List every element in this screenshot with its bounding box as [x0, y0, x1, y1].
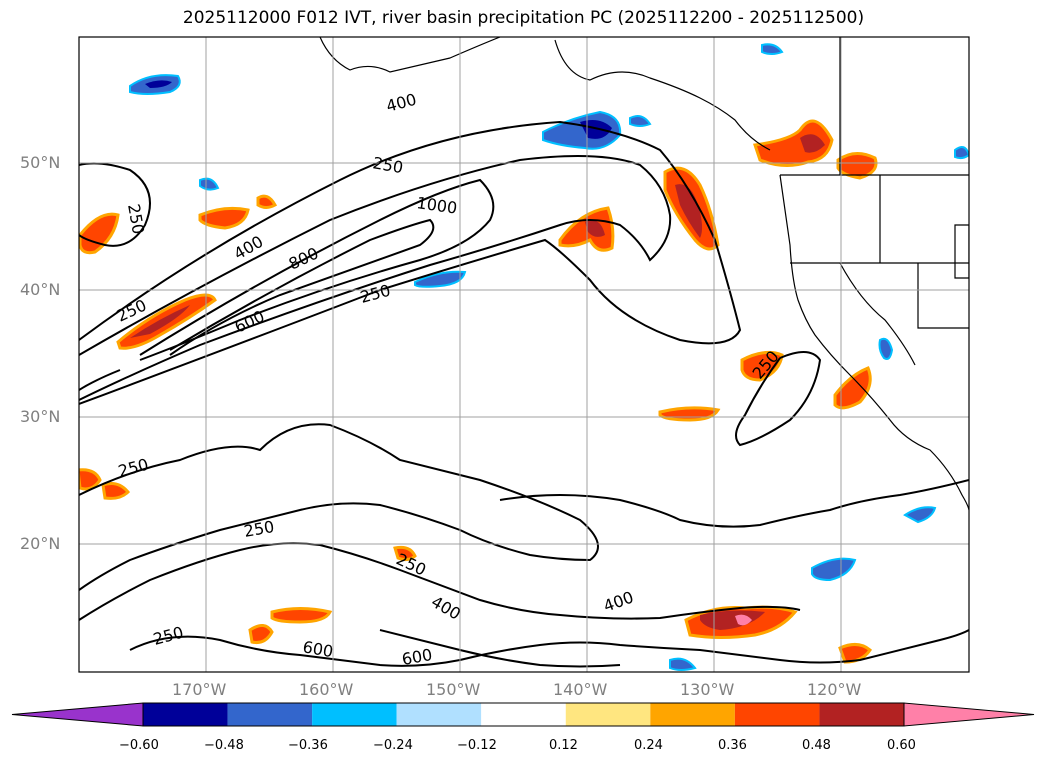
colorbar-extend-min	[11, 702, 144, 727]
colorbar-bin	[396, 703, 482, 726]
graticule	[79, 37, 969, 672]
colorbar-bin	[143, 703, 228, 726]
lat-label-30n: 30°N	[20, 407, 61, 426]
ivt-contours	[79, 120, 969, 668]
colorbar	[11, 702, 1035, 727]
colorbar-tick-label: −0.60	[119, 738, 159, 753]
colorbar-bin	[312, 703, 397, 726]
colorbar-bin	[819, 703, 904, 726]
colorbar-tick-label: −0.24	[373, 738, 413, 753]
lon-label-130w: 130°W	[680, 680, 735, 699]
lat-label-50n: 50°N	[20, 153, 61, 172]
lat-label-40n: 40°N	[20, 280, 61, 299]
lon-label-160w: 160°W	[299, 680, 354, 699]
colorbar-tick-label: 0.48	[802, 738, 831, 753]
colorbar-tick-label: 0.24	[634, 738, 663, 753]
colorbar-bin	[565, 703, 651, 726]
colorbar-bin	[227, 703, 313, 726]
lat-label-20n: 20°N	[20, 534, 61, 553]
colorbar-bin	[650, 703, 735, 726]
lon-label-170w: 170°W	[172, 680, 227, 699]
lon-label-140w: 140°W	[553, 680, 608, 699]
colorbar-bin	[481, 703, 566, 726]
colorbar-tick-label: −0.36	[288, 738, 328, 753]
colorbar-tick-label: 0.12	[549, 738, 578, 753]
precip-shading	[79, 43, 969, 671]
colorbar-frame	[142, 702, 905, 727]
colorbar-extend-max	[903, 702, 1035, 727]
colorbar-tick-label: 0.36	[718, 738, 747, 753]
lon-label-150w: 150°W	[426, 680, 481, 699]
lon-label-120w: 120°W	[807, 680, 862, 699]
colorbar-tick-label: −0.12	[457, 738, 497, 753]
map-frame	[78, 36, 970, 673]
colorbar-tick-label: 0.60	[887, 738, 916, 753]
chart-title: 2025112000 F012 IVT, river basin precipi…	[182, 8, 865, 28]
colorbar-bin	[734, 703, 820, 726]
colorbar-tick-label: −0.48	[204, 738, 244, 753]
